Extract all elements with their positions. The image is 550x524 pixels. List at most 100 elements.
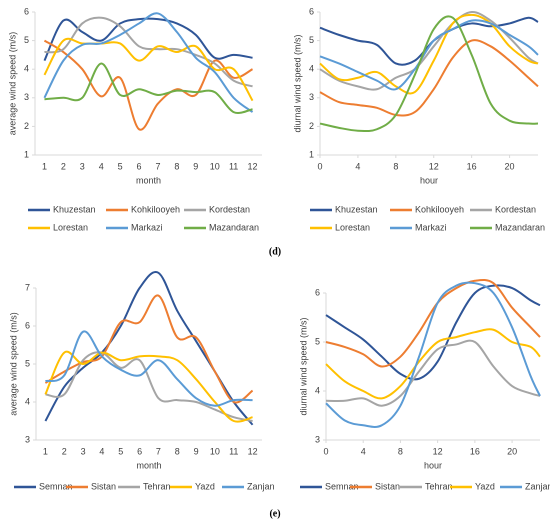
y-axis-label: average wind speed (m/s)	[7, 32, 17, 136]
legend-label: Zanjan	[525, 481, 550, 491]
legend-label: Khuzestan	[53, 204, 96, 214]
legend-label: Markazi	[131, 222, 163, 232]
x-tick-label: 7	[155, 161, 160, 171]
legend-label: Semnan	[325, 481, 359, 491]
legend-label: Markazi	[415, 222, 447, 232]
legend-label: Yazd	[475, 481, 495, 491]
legend-label: Zanjan	[247, 481, 275, 491]
x-tick-label: 11	[229, 161, 238, 171]
x-tick-label: 5	[118, 161, 123, 171]
legend-label: Sistan	[375, 481, 400, 491]
y-tick-label: 4	[309, 64, 314, 74]
x-axis-label: hour	[424, 460, 442, 470]
line-series	[319, 39, 539, 117]
line-series	[43, 17, 253, 62]
legend-label: Lorestan	[335, 222, 370, 232]
y-tick-label: 1	[24, 149, 29, 159]
legend-label: Lorestan	[53, 222, 88, 232]
x-tick-label: 16	[470, 446, 480, 456]
y-tick-label: 5	[315, 336, 320, 346]
line-series	[44, 271, 254, 426]
line-series	[44, 350, 253, 423]
x-tick-label: 9	[193, 161, 198, 171]
x-tick-label: 6	[137, 446, 142, 456]
x-tick-label: 4	[99, 446, 104, 456]
x-tick-label: 10	[210, 161, 220, 171]
x-tick-label: 4	[99, 161, 104, 171]
line-series	[45, 351, 253, 422]
y-tick-label: 6	[25, 320, 30, 330]
x-axis-label: month	[136, 175, 161, 185]
legend-label: Kohkilooyeh	[415, 204, 464, 214]
legend-label: Kordestan	[495, 204, 536, 214]
y-tick-label: 2	[309, 121, 314, 131]
y-tick-label: 4	[315, 385, 320, 395]
line-series	[45, 330, 253, 407]
y-tick-label: 6	[309, 6, 314, 16]
line-series	[319, 10, 539, 91]
x-tick-label: 5	[118, 446, 123, 456]
legend-label: Semnan	[39, 481, 73, 491]
line-series	[43, 39, 254, 131]
x-tick-label: 8	[174, 161, 179, 171]
x-axis-label: hour	[420, 175, 438, 185]
legend-label: Tehran	[425, 481, 453, 491]
panel-label: (e)	[269, 508, 280, 519]
x-tick-label: 3	[81, 446, 86, 456]
x-tick-label: 2	[62, 446, 67, 456]
x-tick-label: 9	[194, 446, 199, 456]
line-series	[44, 16, 253, 88]
x-tick-label: 0	[317, 161, 322, 171]
y-tick-label: 6	[315, 287, 320, 297]
x-tick-label: 12	[429, 161, 439, 171]
x-tick-label: 3	[80, 161, 85, 171]
x-tick-label: 16	[467, 161, 477, 171]
x-tick-label: 12	[248, 446, 258, 456]
legend-label: Mazandaran	[495, 222, 545, 232]
y-tick-label: 5	[25, 358, 30, 368]
x-tick-label: 7	[156, 446, 161, 456]
line-series	[43, 12, 254, 113]
legend-label: Tehran	[143, 481, 171, 491]
y-axis-label: diurnal wind speed (m/s)	[298, 317, 308, 415]
legend-label: Kordestan	[209, 204, 250, 214]
y-tick-label: 3	[25, 434, 30, 444]
line-series	[325, 281, 541, 428]
y-axis-label: average wind speed (m/s)	[8, 312, 18, 416]
x-tick-label: 6	[137, 161, 142, 171]
x-tick-label: 8	[393, 161, 398, 171]
x-tick-label: 8	[398, 446, 403, 456]
y-tick-label: 3	[309, 92, 314, 102]
y-tick-label: 4	[25, 396, 30, 406]
line-series	[44, 294, 254, 404]
y-tick-label: 2	[24, 121, 29, 131]
x-tick-label: 10	[210, 446, 220, 456]
line-series	[44, 62, 253, 114]
x-tick-label: 11	[229, 446, 238, 456]
line-series	[325, 328, 541, 400]
x-tick-label: 2	[61, 161, 66, 171]
panel-label: (d)	[269, 246, 281, 257]
x-tick-label: 12	[248, 161, 258, 171]
line-series	[319, 13, 539, 95]
x-tick-label: 4	[361, 446, 366, 456]
y-tick-label: 7	[25, 282, 30, 292]
x-tick-label: 20	[507, 446, 517, 456]
x-tick-label: 0	[323, 446, 328, 456]
x-tick-label: 1	[42, 161, 47, 171]
y-tick-label: 5	[24, 35, 29, 45]
line-series	[325, 339, 541, 407]
y-tick-label: 1	[309, 149, 314, 159]
y-tick-label: 5	[309, 35, 314, 45]
legend-label: Sistan	[91, 481, 116, 491]
x-tick-label: 20	[505, 161, 515, 171]
legend-label: Yazd	[195, 481, 215, 491]
line-series	[319, 19, 539, 91]
legend-label: Kohkilooyeh	[131, 204, 180, 214]
line-series	[319, 15, 539, 133]
y-tick-label: 4	[24, 64, 29, 74]
line-series	[43, 37, 254, 102]
legend-label: Khuzestan	[335, 204, 378, 214]
x-tick-label: 1	[43, 446, 48, 456]
